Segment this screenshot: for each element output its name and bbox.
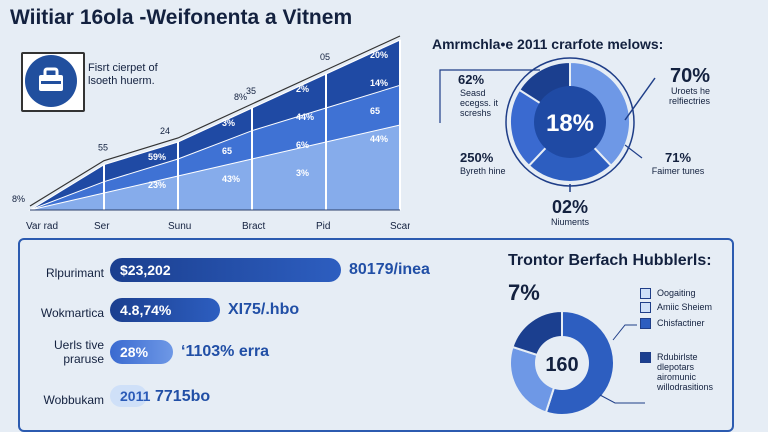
- donut-chart-title: Amrmchla•e 2011 crarfote melows:: [432, 36, 664, 52]
- area-annotation: 6%: [296, 140, 309, 150]
- bar-row-label: Wobbukam: [43, 393, 104, 407]
- donut1-callout-value: 71%: [665, 150, 691, 165]
- logo-note: Fisrt cierpet of lsoeth huerm.: [88, 62, 158, 87]
- area-annotation: 14%: [370, 78, 388, 88]
- donut1-center: [534, 86, 606, 158]
- area-annotation: 44%: [370, 134, 388, 144]
- x-tick-label: Var rad: [26, 221, 58, 232]
- top-label: 24: [160, 126, 170, 136]
- x-tick-label: Bract: [242, 221, 266, 232]
- donut1-pointer: [624, 144, 643, 159]
- donut1-callout-value: 02%: [552, 197, 588, 217]
- donut1-callout-text: Niuments: [551, 217, 590, 227]
- donut1-callout-text: Seasd: [460, 88, 486, 98]
- area-annotation: 65: [222, 146, 232, 156]
- area-trend-line: [29, 35, 401, 207]
- bar-row-label: Uerls tive praruse: [53, 338, 104, 366]
- donut1-callout-value: 62%: [458, 72, 484, 87]
- area-annotation: 20%: [370, 50, 388, 60]
- legend-item: Amiic Sheiem: [640, 302, 712, 313]
- donut1-center-label: 18%: [546, 110, 594, 137]
- bar-row-value: 80179/inea: [349, 261, 430, 278]
- bottom-panel: [18, 238, 734, 432]
- area-annotation: 65: [370, 106, 380, 116]
- bar-row-value: XI75/.hbo: [228, 301, 300, 318]
- donut1-pointer: [439, 69, 540, 123]
- x-tick-label: Pid: [316, 221, 330, 232]
- donut1-callout-text: screshs: [460, 108, 492, 118]
- x-tick-label: Scar: [390, 221, 410, 232]
- area-annotation: 3%: [222, 118, 235, 128]
- bar-row-bar: $23,202: [110, 258, 341, 282]
- donut1-callout-text: Uroets he: [671, 86, 710, 96]
- donut1-arrow: [624, 77, 656, 121]
- legend-label: Amiic Sheiem: [657, 302, 713, 312]
- x-tick-label: Ser: [94, 221, 110, 232]
- legend-swatch: [640, 288, 651, 299]
- legend-label: Rdubirlste dlepotars airomunic willodrasiti…: [657, 352, 714, 392]
- area-annotation: 2%: [296, 84, 309, 94]
- legend-item: Chisfactiner: [640, 318, 705, 329]
- legend-label: Chisfactiner: [657, 318, 705, 328]
- donut1-callout-text: Byreth hine: [460, 166, 506, 176]
- bar-row-label: Rlpurimant: [45, 266, 104, 280]
- legend-item: Oogaiting: [640, 288, 696, 299]
- top-label: 35: [246, 86, 256, 96]
- donut2-pointer: [612, 324, 637, 341]
- donut2-center-label: 160: [545, 354, 578, 376]
- legend-item: Rdubirlste dlepotars airomunic willodrasiti…: [640, 352, 713, 392]
- donut1-callout-value: 250%: [460, 150, 494, 165]
- donut2-chart: 160: [509, 309, 645, 416]
- bar-row-bar: 28%: [110, 340, 173, 364]
- area-annotation: 23%: [148, 180, 166, 190]
- donut2-center: [535, 336, 589, 390]
- page-title: Wiitiar 16ola -Weifonenta a Vitnem: [10, 6, 353, 29]
- briefcase-icon: [25, 55, 77, 107]
- bar-row-value: ‘1103% erra: [181, 343, 270, 360]
- area-chart: Var radSerSunuBractPidScar8%5524358%057 …: [12, 35, 410, 232]
- top-label: 55: [98, 143, 108, 153]
- bar-row-bar: 2011: [110, 385, 150, 407]
- area-annotation: 44%: [296, 112, 314, 122]
- top-label: 8%: [12, 194, 25, 204]
- donut1-callout-text: ecegss. it: [460, 98, 499, 108]
- donut1-callout-text: relfiectries: [669, 96, 711, 106]
- area-annotation: 43%: [222, 174, 240, 184]
- donut2-title: Trontor Berfach Hubblerls:: [508, 252, 712, 269]
- bar-row-value: 7715bo: [155, 388, 211, 405]
- legend-swatch: [640, 352, 651, 363]
- legend-label: Oogaiting: [657, 288, 696, 298]
- area-annotation: 59%: [148, 152, 166, 162]
- x-tick-label: Sunu: [168, 221, 191, 232]
- area-annotation: 3%: [296, 168, 309, 178]
- donut1-callout-text: Faimer tunes: [652, 166, 705, 176]
- donut1-callout-value: 70%: [670, 65, 710, 87]
- bar-row-label: Wokmartica: [40, 306, 104, 320]
- legend-swatch: [640, 302, 651, 313]
- bar-row-bar: 4.8,74%: [110, 298, 220, 322]
- brand-logo: [21, 52, 85, 112]
- donut2-pointer: [599, 394, 645, 404]
- legend-swatch: [640, 318, 651, 329]
- top-label: 8%: [234, 92, 247, 102]
- top-label: 05: [320, 52, 330, 62]
- donut2-top-label: 7%: [508, 280, 540, 305]
